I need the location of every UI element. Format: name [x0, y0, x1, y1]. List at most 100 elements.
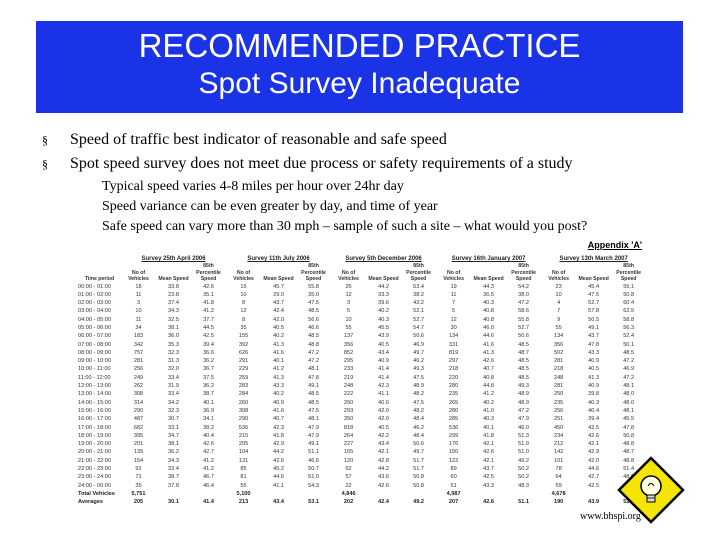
table-cell [156, 490, 191, 498]
column-header: No of Vehicles [548, 269, 569, 283]
time-period-cell: 13:00 - 14:00 [78, 391, 111, 398]
table-cell: 101 [553, 457, 564, 464]
table-cell: 11 [135, 291, 142, 298]
table-cell: 19 [450, 283, 457, 290]
table-cell: 42.0 [378, 407, 389, 414]
table-cell: 8 [241, 316, 246, 323]
table-cell: 51.1 [518, 499, 530, 506]
table-cell: 42.9 [273, 441, 284, 448]
table-cell: 41.4 [378, 374, 389, 381]
table-cell: 43.4 [378, 349, 389, 356]
table-cell: 38.2 [413, 291, 425, 298]
table-cell: 18 [135, 283, 142, 290]
table-cell: 42.8 [378, 457, 389, 464]
table-cell: 154 [133, 457, 144, 464]
bullet-list: § Speed of traffic best indicator of rea… [40, 128, 700, 176]
total-row: Total Vehicles 5,751 5,100 4,846 4,987 4,678 [78, 490, 646, 498]
table-cell: 165 [343, 449, 354, 456]
table-cell: 536 [448, 424, 459, 431]
table-cell: 42.7 [588, 474, 600, 481]
table-cell: 46.4 [203, 482, 214, 489]
table-cell: 46.7 [203, 474, 214, 481]
table-cell: 43.4 [378, 441, 389, 448]
table-cell: 308 [238, 407, 249, 414]
table-cell: 44.6 [273, 474, 284, 481]
table-cell: 59 [555, 482, 562, 489]
table-cell: 48.1 [623, 383, 635, 390]
table-cell: 45.2 [273, 466, 284, 473]
table-row: 18:00 - 19:00 395 34.7 40.4 215 41.8 47.9 264 42… [78, 432, 646, 440]
table-row: 19:00 - 20:00 201 38.1 42.6 205 42.9 49.1 227 43… [78, 440, 646, 448]
table-cell: 41.6 [483, 341, 495, 348]
table-cell: 46.6 [308, 457, 319, 464]
table-cell: 40.8 [483, 374, 495, 381]
table-cell: 4,846 [341, 490, 356, 497]
table-cell: 283 [238, 383, 249, 390]
table-cell: 46.0 [483, 325, 495, 331]
table-cell: 220 [448, 374, 459, 381]
table-cell: 205 [133, 499, 144, 506]
table-cell: 58.6 [518, 308, 530, 315]
table-cell: 331 [448, 341, 459, 348]
table-cell: 42.1 [483, 457, 495, 464]
table-cell: 47.2 [518, 407, 530, 414]
table-cell: 44.8 [483, 383, 495, 390]
table-cell: 134 [448, 333, 459, 340]
table-cell: 284 [238, 391, 249, 398]
table-cell: 682 [133, 424, 144, 431]
table-cell: 42.5 [483, 474, 495, 481]
table-cell: 42.6 [273, 457, 284, 464]
time-period-cell: 06:00 - 07:00 [78, 333, 111, 340]
table-cell: 48.5 [308, 399, 319, 406]
table-cell: 57 [345, 474, 352, 481]
column-header: Mean Speed [263, 276, 294, 283]
table-cell: 7 [557, 308, 561, 315]
table-cell: 49.7 [413, 449, 425, 456]
table-cell: 62.5 [623, 308, 635, 315]
table-cell: 49.7 [413, 349, 425, 356]
table-cell: 64 [555, 474, 562, 481]
table-cell: 47.9 [518, 416, 530, 423]
table-cell: 42.2 [378, 432, 389, 439]
table-cell: 48.5 [308, 308, 319, 315]
table-cell: 40.9 [588, 383, 600, 390]
table-cell: 137 [343, 333, 354, 340]
table-cell: 256 [133, 366, 144, 373]
table-row: 13:00 - 14:00 308 33.4 38.7 284 40.2 48.5 222 41… [78, 390, 646, 398]
table-cell: 205 [238, 441, 249, 448]
table-cell: 39.8 [588, 391, 600, 398]
time-period-cell: 02:00 - 03:00 [78, 300, 111, 307]
table-cell: 46.2 [413, 358, 425, 365]
table-cell: 11 [135, 316, 142, 323]
table-cell: 62 [345, 466, 352, 473]
table-cell: 48.0 [623, 391, 635, 398]
table-cell: 41.1 [273, 482, 284, 489]
table-cell [471, 490, 506, 498]
column-header: 85th Percentile Speed [301, 263, 326, 283]
table-row: 16:00 - 17:00 487 30.7 34.1 290 40.7 48.1 350 42… [78, 415, 646, 423]
table-cell: 41.8 [273, 432, 284, 439]
table-cell: 52.7 [518, 325, 530, 331]
table-cell: 5 [347, 308, 351, 315]
average-row: Averages 205 30.1 41.4 213 43.4 53.1 202 42.4 49.… [78, 498, 646, 506]
table-cell: 4 [557, 300, 561, 307]
table-cell: 35 [240, 325, 247, 331]
table-cell: 36.2 [203, 383, 214, 390]
table-cell: 40.1 [273, 358, 284, 365]
table-cell: 38.2 [203, 424, 214, 431]
table-cell: 42.0 [588, 457, 600, 464]
table-cell: 48.6 [623, 474, 635, 481]
table-cell: 280 [448, 383, 459, 390]
table-cell: 41.8 [483, 432, 495, 439]
table-cell: 30.1 [168, 499, 179, 506]
table-cell: 55 [240, 482, 247, 489]
table-row: 10:00 - 11:00 256 32.0 36.7 229 41.2 48.1 233 41… [78, 365, 646, 373]
column-header: 85th Percentile Speed [406, 263, 431, 283]
table-cell: 281 [553, 358, 564, 365]
column-header: 85th Percentile Speed [616, 263, 642, 283]
table-cell: 47.2 [308, 358, 319, 365]
table-cell: 38.7 [168, 474, 179, 481]
table-cell: 35 [135, 482, 142, 489]
table-cell: 342 [133, 341, 144, 348]
table-cell: 44.2 [273, 449, 284, 456]
